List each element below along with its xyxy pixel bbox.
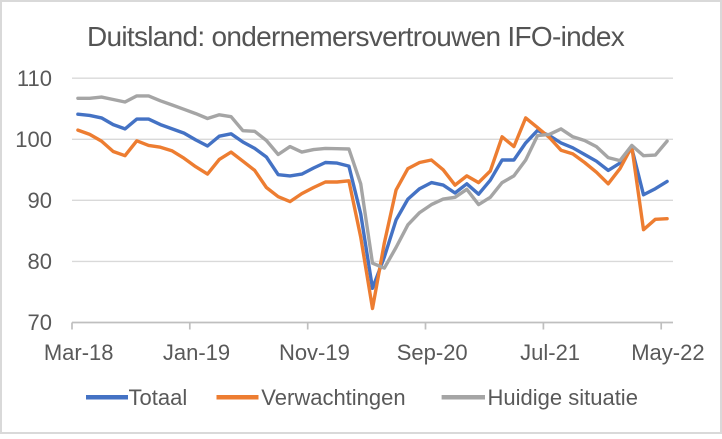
svg-text:90: 90 xyxy=(28,188,52,213)
svg-text:Totaal: Totaal xyxy=(129,385,188,410)
svg-text:80: 80 xyxy=(28,249,52,274)
svg-text:Verwachtingen: Verwachtingen xyxy=(261,385,405,410)
svg-text:70: 70 xyxy=(28,310,52,335)
svg-text:Jul-21: Jul-21 xyxy=(520,340,580,365)
svg-text:Jan-19: Jan-19 xyxy=(163,340,230,365)
svg-text:Mar-18: Mar-18 xyxy=(44,340,114,365)
svg-text:May-22: May-22 xyxy=(631,340,704,365)
svg-text:Duitsland: ondernemersvertrouw: Duitsland: ondernemersvertrouwen IFO-ind… xyxy=(87,21,625,52)
svg-text:Nov-19: Nov-19 xyxy=(279,340,350,365)
svg-text:Sep-20: Sep-20 xyxy=(397,340,468,365)
svg-text:Huidige situatie: Huidige situatie xyxy=(488,385,638,410)
svg-text:110: 110 xyxy=(17,66,52,91)
svg-text:100: 100 xyxy=(15,127,52,152)
